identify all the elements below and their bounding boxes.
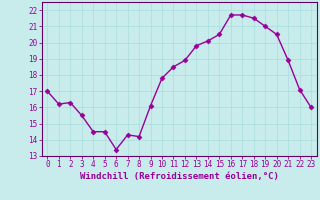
X-axis label: Windchill (Refroidissement éolien,°C): Windchill (Refroidissement éolien,°C) <box>80 172 279 181</box>
